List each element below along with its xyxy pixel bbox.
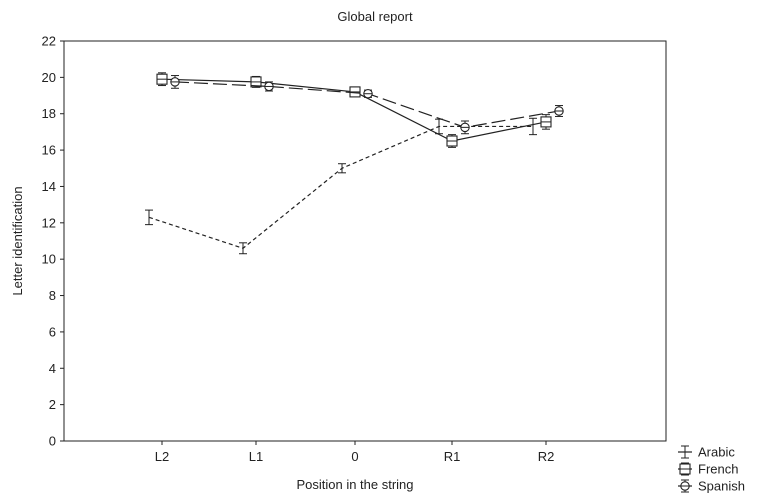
legend-entry-spanish: Spanish: [678, 479, 745, 494]
y-tick-label: 8: [49, 288, 56, 303]
x-tick-label: R1: [444, 449, 461, 464]
x-axis-label: Position in the string: [296, 477, 413, 492]
y-tick-label: 6: [49, 324, 56, 339]
y-tick-label: 12: [42, 215, 56, 230]
legend-label: Arabic: [698, 445, 735, 460]
y-axis: 0 2 4 6 8 10 12 14 16 18 20 22: [42, 34, 64, 449]
plot-area: [63, 40, 667, 442]
series-layer: [145, 72, 564, 255]
series-french: [156, 72, 552, 148]
x-axis: L2 L1 0 R1 R2: [155, 441, 555, 464]
y-tick-label: 2: [49, 397, 56, 412]
legend-entry-french: French: [678, 462, 738, 477]
y-tick-label: 22: [42, 34, 56, 49]
legend-label: French: [698, 462, 738, 477]
y-tick-label: 18: [42, 106, 56, 121]
x-tick-label: 0: [351, 449, 358, 464]
y-tick-label: 10: [42, 252, 56, 267]
y-tick-label: 0: [49, 434, 56, 449]
y-axis-label: Letter identification: [10, 186, 25, 295]
y-tick-label: 16: [42, 143, 56, 158]
chart-title: Global report: [337, 9, 413, 24]
legend-label: Spanish: [698, 479, 745, 494]
y-tick-label: 20: [42, 70, 56, 85]
y-tick-label: 14: [42, 179, 56, 194]
x-tick-label: L1: [249, 449, 263, 464]
x-tick-label: R2: [538, 449, 555, 464]
y-tick-label: 4: [49, 361, 56, 376]
legend: Arabic French Spanish: [678, 445, 745, 494]
legend-entry-arabic: Arabic: [678, 445, 735, 460]
x-tick-label: L2: [155, 449, 169, 464]
series-spanish: [170, 75, 564, 135]
